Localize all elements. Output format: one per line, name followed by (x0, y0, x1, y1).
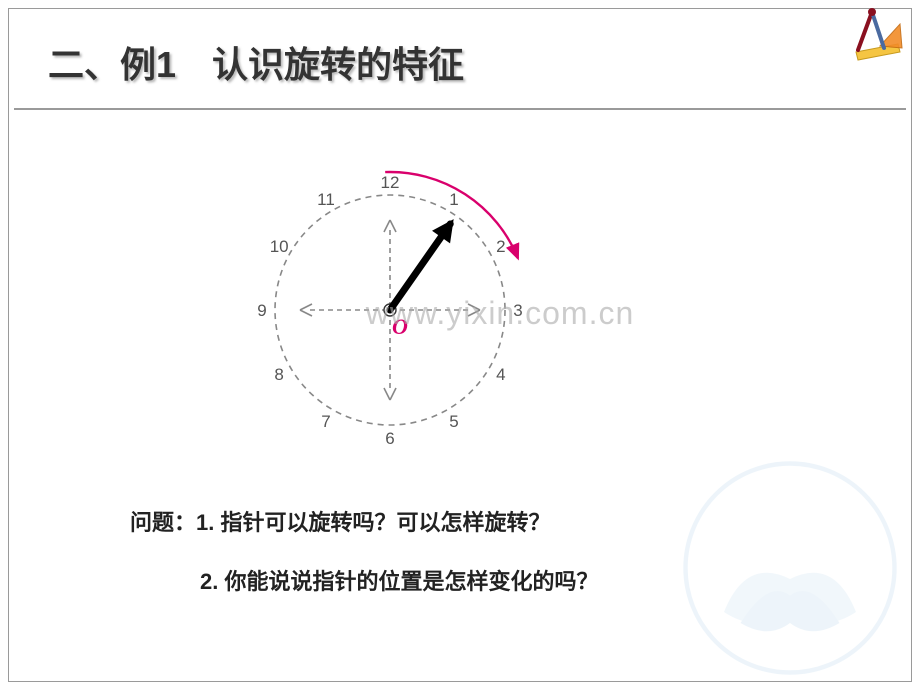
svg-text:3: 3 (513, 301, 522, 320)
drawing-tools-icon (836, 4, 906, 64)
q2-text: 2. 你能说说指针的位置是怎样变化的吗？ (200, 569, 598, 594)
title-area: 二、例1 认识旋转的特征 (48, 36, 840, 88)
svg-text:O: O (392, 314, 408, 339)
questions-block: 问题：1. 指针可以旋转吗？可以怎样旋转？ 2. 你能说说指针的位置是怎样变化的… (130, 508, 598, 626)
svg-text:11: 11 (317, 190, 335, 209)
svg-text:9: 9 (257, 301, 266, 320)
svg-text:8: 8 (274, 365, 283, 384)
svg-text:1: 1 (449, 190, 458, 209)
svg-text:4: 4 (496, 365, 505, 384)
svg-text:6: 6 (385, 429, 394, 448)
svg-text:2: 2 (496, 237, 505, 256)
question-prefix: 问题： (130, 510, 196, 535)
background-logo-icon (680, 458, 900, 678)
clock-diagram: 121234567891011O (240, 160, 540, 460)
slide: 二、例1 认识旋转的特征 121234567891011O www.yixin.… (0, 0, 920, 690)
svg-text:5: 5 (449, 412, 458, 431)
question-1: 问题：1. 指针可以旋转吗？可以怎样旋转？ (130, 508, 598, 539)
question-2: 2. 你能说说指针的位置是怎样变化的吗？ (130, 567, 598, 598)
page-title: 二、例1 认识旋转的特征 (48, 36, 840, 88)
q1-text: 1. 指针可以旋转吗？可以怎样旋转？ (196, 510, 550, 535)
title-underline (14, 108, 906, 110)
svg-text:7: 7 (321, 412, 330, 431)
svg-text:12: 12 (381, 173, 400, 192)
svg-text:10: 10 (270, 237, 289, 256)
